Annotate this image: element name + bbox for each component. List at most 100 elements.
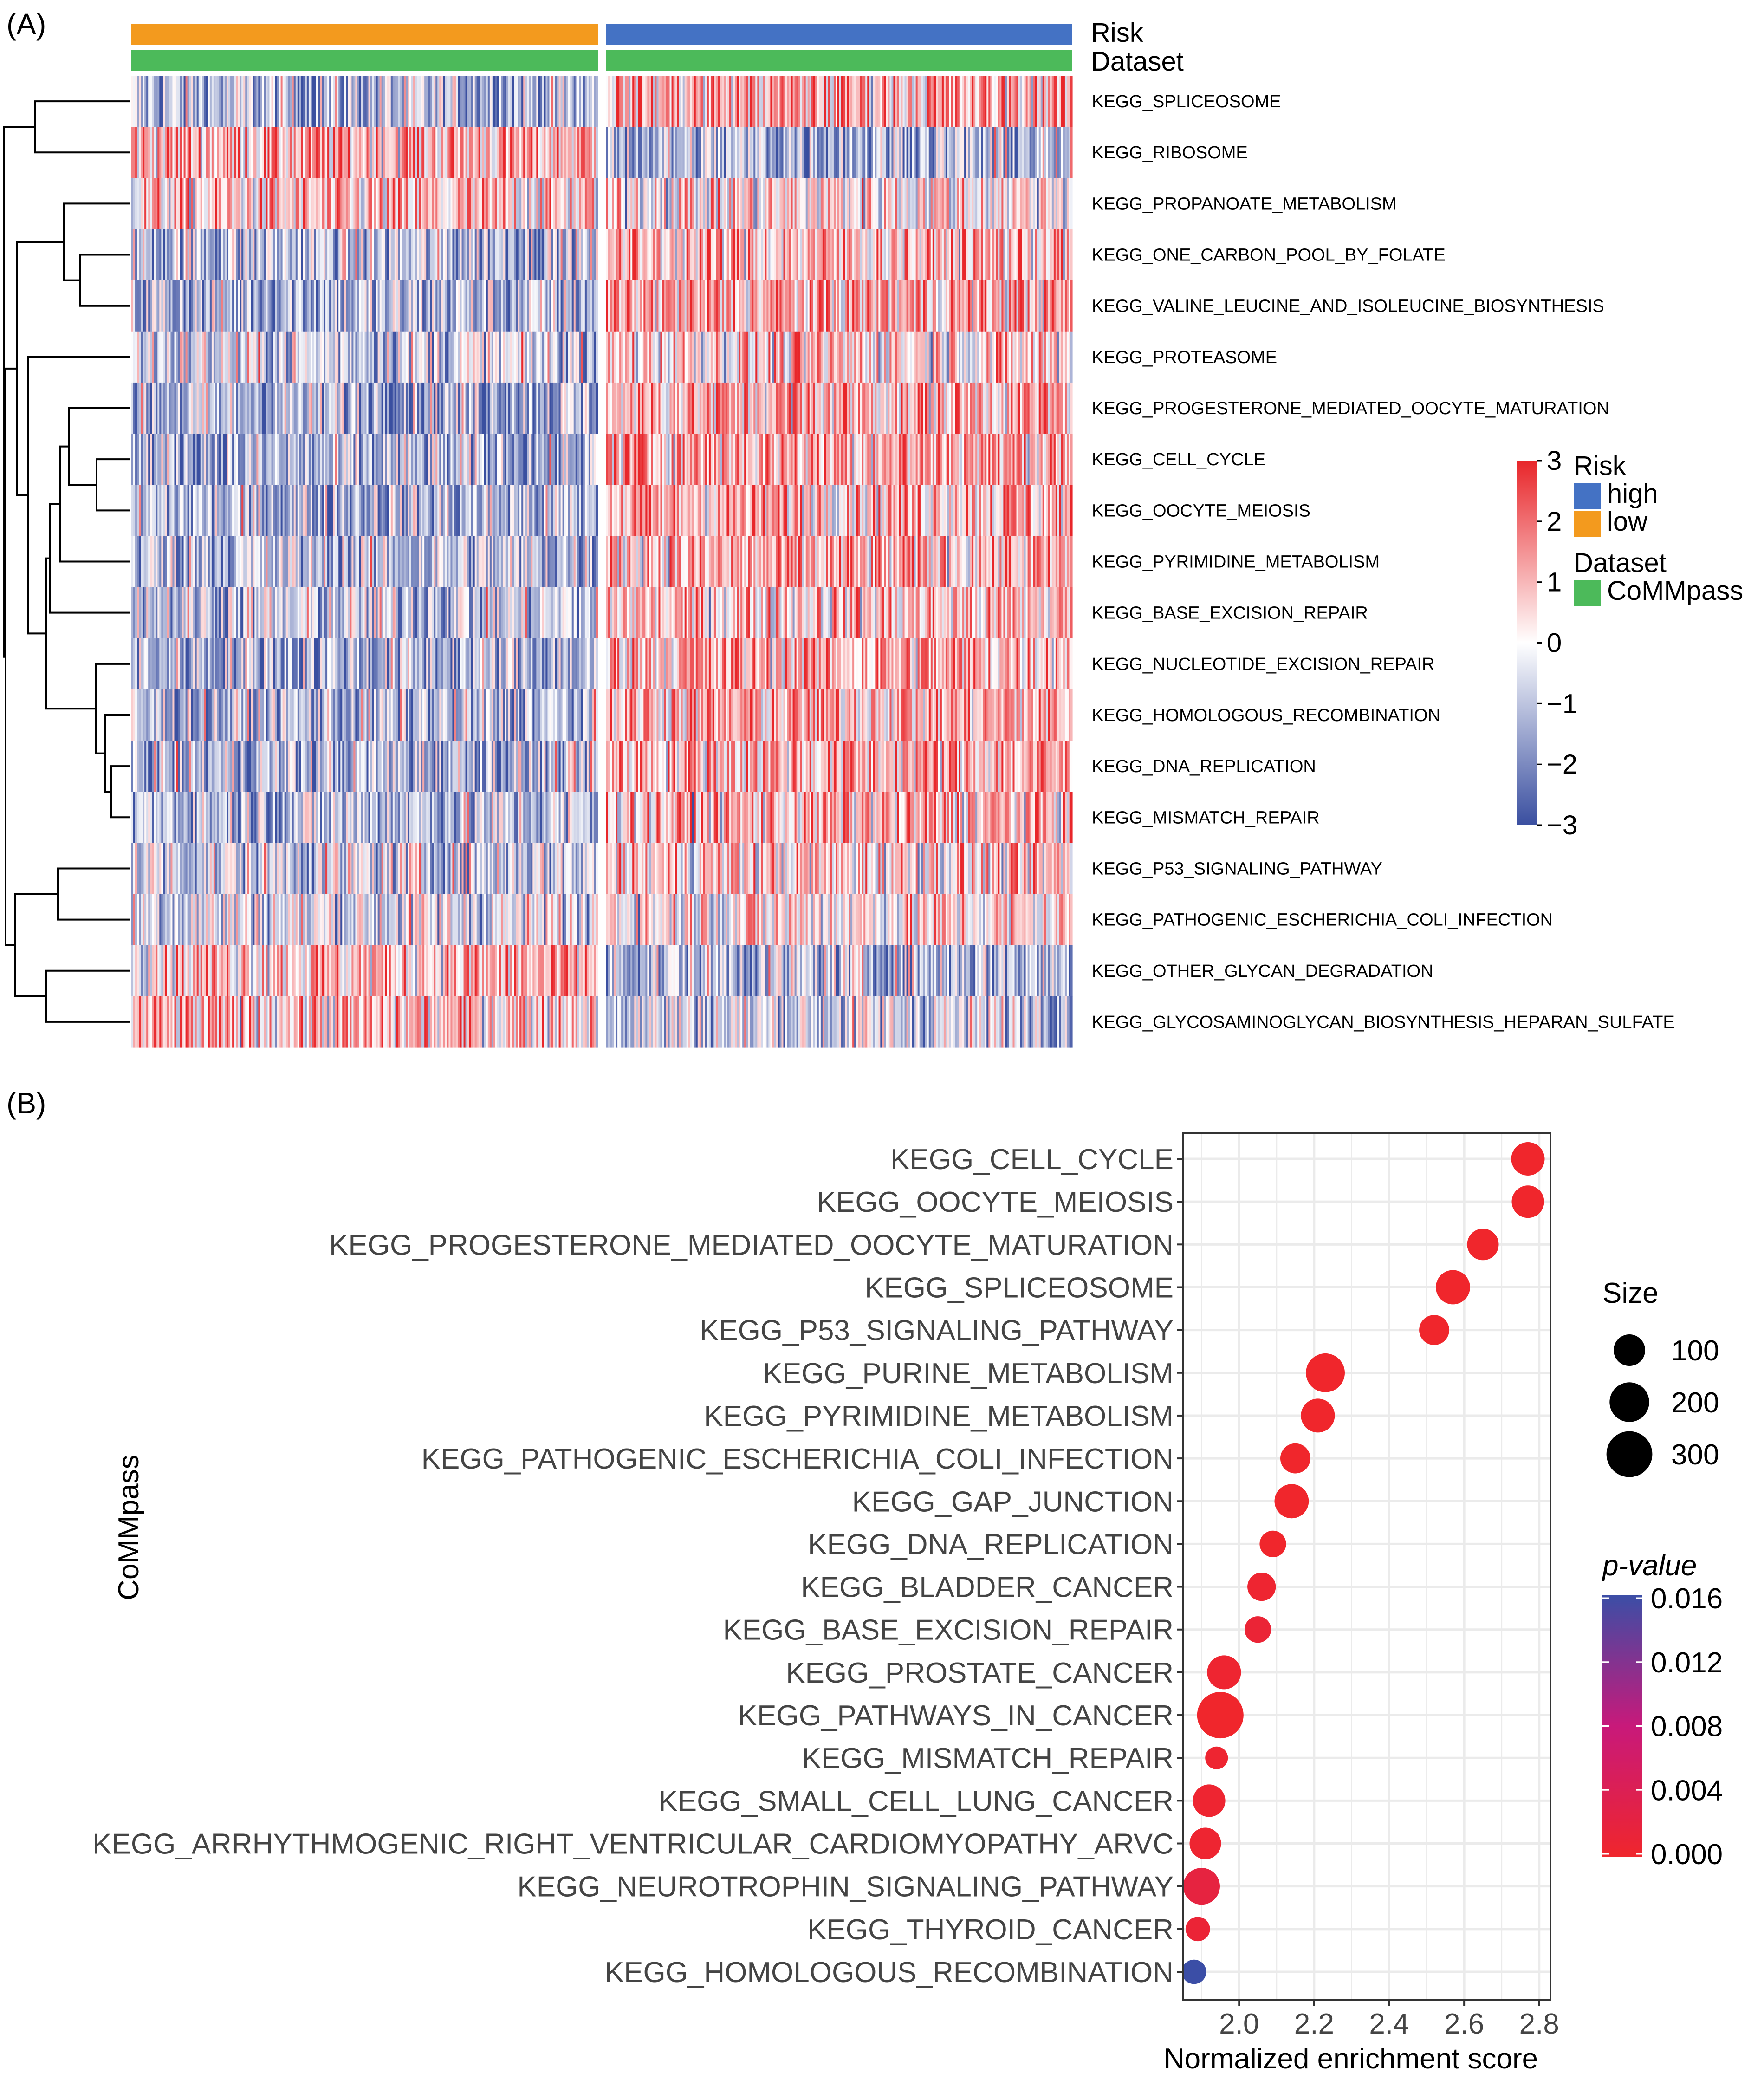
heatmap-cell-low — [521, 996, 524, 1048]
heatmap-cell-low — [267, 127, 270, 178]
heatmap-cell-low — [320, 945, 322, 997]
heatmap-cell-low — [180, 996, 182, 1048]
heatmap-cell-low — [251, 76, 253, 127]
heatmap-cell-low — [514, 280, 516, 332]
heatmap-cell-low — [191, 843, 194, 895]
heatmap-cell-low — [398, 178, 401, 230]
heatmap-cell-low — [491, 280, 494, 332]
heatmap-cell-low — [387, 76, 389, 127]
heatmap-cell-high — [731, 76, 733, 127]
heatmap-cell-low — [144, 485, 147, 537]
heatmap-cell-low — [234, 434, 236, 485]
heatmap-cell-low — [324, 843, 326, 895]
heatmap-cell-low — [409, 280, 412, 332]
heatmap-cell-low — [204, 280, 207, 332]
heatmap-cell-low — [529, 638, 531, 690]
heatmap-cell-low — [586, 485, 589, 537]
heatmap-cell-low — [532, 76, 535, 127]
heatmap-cell-low — [348, 843, 350, 895]
heatmap-cell-low — [424, 331, 427, 383]
heatmap-cell-low — [364, 331, 367, 383]
heatmap-cell-low — [493, 894, 496, 946]
heatmap-cell-low — [325, 280, 328, 332]
heatmap-cell-low — [314, 382, 317, 434]
heatmap-cell-low — [165, 638, 167, 690]
heatmap-cell-low — [461, 843, 464, 895]
heatmap-cell-low — [139, 280, 141, 332]
heatmap-cell-low — [368, 996, 371, 1048]
heatmap-cell-low — [586, 331, 589, 383]
heatmap-cell-low — [333, 587, 335, 639]
heatmap-cell-low — [342, 689, 344, 741]
heatmap-cell-low — [417, 894, 419, 946]
heatmap-cell-low — [419, 485, 421, 537]
heatmap-cell-low — [157, 638, 160, 690]
heatmap-cell-low — [557, 843, 559, 895]
heatmap-cell-low — [557, 229, 559, 281]
heatmap-cell-low — [474, 792, 477, 843]
heatmap-cell-low — [445, 229, 447, 281]
heatmap-cell-low — [189, 382, 192, 434]
heatmap-cell-low — [293, 382, 296, 434]
heatmap-cell-low — [516, 280, 518, 332]
heatmap-cell-low — [536, 894, 538, 946]
heatmap-cell-low — [534, 945, 537, 997]
heatmap-cell-low — [502, 996, 505, 1048]
heatmap-cell-low — [220, 434, 223, 485]
heatmap-cell-low — [394, 689, 397, 741]
heatmap-cell-low — [333, 792, 335, 843]
heatmap-cell-low — [219, 741, 221, 792]
heatmap-cell-low — [592, 331, 595, 383]
heatmap-cell-high — [643, 76, 646, 127]
heatmap-cell-low — [213, 178, 216, 230]
heatmap-cell-low — [445, 945, 447, 997]
heatmap-cell-low — [471, 127, 473, 178]
heatmap-cell-low — [402, 638, 404, 690]
heatmap-cell-high — [792, 76, 795, 127]
heatmap-cell-low — [586, 229, 589, 281]
heatmap-cell-low — [396, 127, 399, 178]
heatmap-cell-low — [249, 382, 251, 434]
heatmap-cell-low — [544, 536, 546, 588]
heatmap-cell-low — [335, 536, 337, 588]
heatmap-cell-low — [353, 434, 356, 485]
heatmap-cell-low — [491, 331, 494, 383]
heatmap-cell-low — [292, 638, 294, 690]
heatmap-cell-low — [519, 536, 522, 588]
heatmap-cell-low — [439, 741, 441, 792]
heatmap-cell-low — [176, 382, 179, 434]
heatmap-cell-low — [243, 894, 246, 946]
heatmap-cell-low — [355, 536, 358, 588]
heatmap-cell-low — [159, 587, 162, 639]
heatmap-cell-low — [534, 127, 537, 178]
heatmap-cell-low — [400, 178, 402, 230]
heatmap-cell-low — [394, 229, 397, 281]
heatmap-cell-low — [249, 945, 251, 997]
heatmap-cell-low — [381, 331, 384, 383]
heatmap-cell-low — [467, 485, 470, 537]
heatmap-cell-low — [262, 280, 265, 332]
heatmap-cell-low — [227, 741, 229, 792]
heatmap-cell-low — [295, 843, 298, 895]
heatmap-cell-low — [327, 741, 330, 792]
heatmap-cell-low — [256, 280, 259, 332]
heatmap-cell-low — [282, 434, 285, 485]
heatmap-cell-low — [320, 843, 322, 895]
heatmap-cell-low — [452, 382, 455, 434]
heatmap-cell-low — [310, 792, 313, 843]
heatmap-cell-low — [510, 638, 512, 690]
heatmap-cell-low — [437, 178, 440, 230]
heatmap-cell-low — [581, 485, 584, 537]
heatmap-cell-low — [476, 894, 479, 946]
heatmap-cell-low — [284, 843, 287, 895]
heatmap-cell-low — [288, 127, 291, 178]
heatmap-cell-low — [452, 127, 455, 178]
heatmap-cell-low — [316, 382, 318, 434]
heatmap-cell-low — [141, 741, 143, 792]
heatmap-cell-low — [527, 792, 529, 843]
heatmap-cell-low — [279, 894, 281, 946]
heatmap-cell-low — [551, 331, 554, 383]
heatmap-cell-low — [182, 689, 184, 741]
heatmap-cell-low — [222, 945, 225, 997]
heatmap-cell-high — [906, 76, 909, 127]
